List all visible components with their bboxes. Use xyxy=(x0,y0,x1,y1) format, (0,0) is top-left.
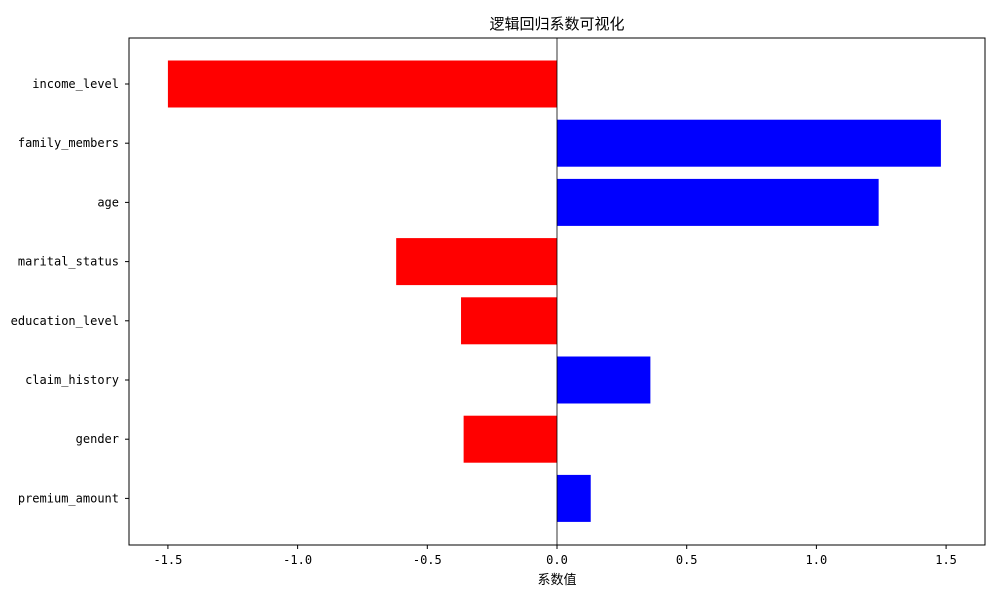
bar-income-level xyxy=(167,60,557,108)
x-tick-label: -1.0 xyxy=(283,553,312,567)
x-tick-label: 1.0 xyxy=(806,553,828,567)
y-tick-label: marital_status xyxy=(18,255,119,269)
y-tick-label: age xyxy=(97,195,119,209)
x-axis: -1.5 -1.0 -0.5 0.0 0.5 1.0 1.5 xyxy=(153,545,957,567)
y-tick-label: family_members xyxy=(18,136,119,150)
bar-premium-amount xyxy=(557,474,591,522)
y-tick-label: premium_amount xyxy=(18,491,119,505)
chart-title: 逻辑回归系数可视化 xyxy=(489,15,624,33)
x-tick-label: -0.5 xyxy=(413,553,442,567)
bar-age xyxy=(557,178,879,226)
x-axis-label: 系数值 xyxy=(537,572,576,588)
y-tick-label: claim_history xyxy=(25,373,119,387)
x-tick-label: 0.5 xyxy=(676,553,698,567)
y-tick-label: income_level xyxy=(32,77,119,91)
x-tick-label: 1.5 xyxy=(935,553,957,567)
y-tick-label: gender xyxy=(76,432,119,446)
bar-family-members xyxy=(557,119,941,167)
bars-layer xyxy=(167,60,941,522)
bar-claim-history xyxy=(557,356,651,404)
x-tick-label: 0.0 xyxy=(546,553,568,567)
bar-marital-status xyxy=(396,238,557,286)
bar-education-level xyxy=(461,297,557,345)
bar-gender xyxy=(463,415,557,463)
y-tick-label: education_level xyxy=(11,314,119,328)
x-tick-label: -1.5 xyxy=(153,553,182,567)
